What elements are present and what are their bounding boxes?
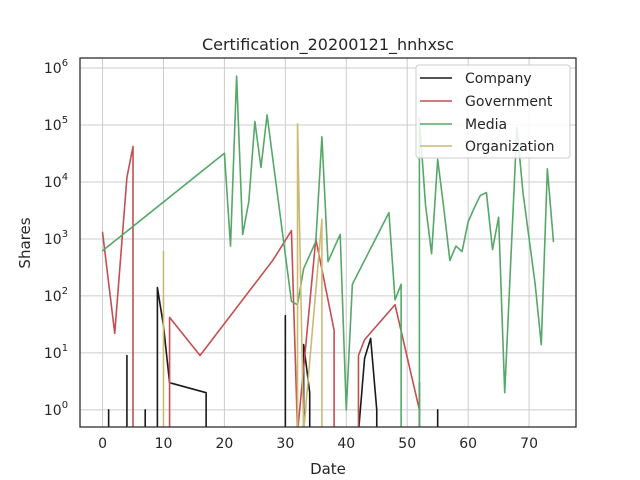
legend-label-government: Government bbox=[465, 94, 553, 110]
y-tick-label: 104 bbox=[44, 172, 68, 191]
legend-label-media: Media bbox=[465, 117, 507, 133]
x-tick-label: 70 bbox=[520, 436, 538, 452]
x-tick-label: 40 bbox=[337, 436, 355, 452]
x-tick-label: 10 bbox=[155, 436, 173, 452]
y-tick-label: 105 bbox=[44, 115, 68, 134]
series-line-media bbox=[101, 75, 555, 427]
y-tick-label: 103 bbox=[44, 229, 68, 248]
series-line-company bbox=[107, 286, 439, 427]
series-group bbox=[101, 75, 555, 427]
x-tick-label: 60 bbox=[459, 436, 477, 452]
x-axis-label: Date bbox=[310, 460, 346, 478]
legend-label-organization: Organization bbox=[465, 139, 555, 155]
y-tick-label: 101 bbox=[44, 343, 68, 362]
y-tick-label: 106 bbox=[44, 58, 68, 77]
x-tick-label: 0 bbox=[98, 436, 107, 452]
y-axis-label: Shares bbox=[16, 217, 34, 268]
y-tick-label: 100 bbox=[44, 400, 68, 419]
y-ticks: 100 101 102 103 104 105 106 bbox=[44, 58, 68, 419]
x-ticks: 0 10 20 30 40 50 60 70 bbox=[98, 436, 538, 452]
chart-title: Certification_20200121_hnhxsc bbox=[202, 35, 454, 55]
x-tick-label: 30 bbox=[276, 436, 294, 452]
x-tick-label: 20 bbox=[215, 436, 233, 452]
plot-frame bbox=[79, 57, 577, 428]
legend-box bbox=[415, 64, 571, 159]
y-tick-label: 102 bbox=[44, 286, 68, 305]
x-tick-label: 50 bbox=[398, 436, 416, 452]
legend-label-company: Company bbox=[465, 71, 532, 87]
legend: Company Government Media Organization bbox=[415, 64, 571, 159]
series-line-organization bbox=[162, 122, 323, 427]
series-line-government bbox=[101, 145, 421, 427]
